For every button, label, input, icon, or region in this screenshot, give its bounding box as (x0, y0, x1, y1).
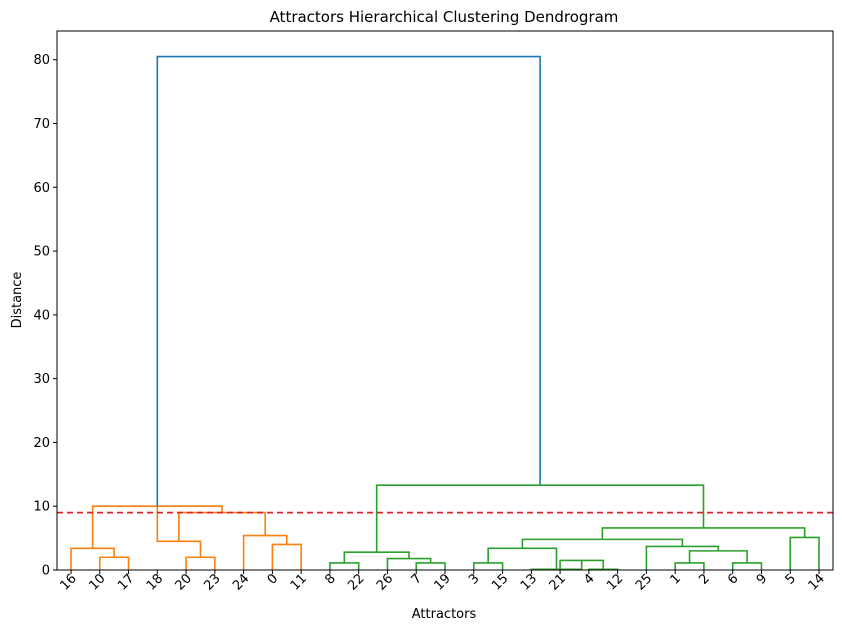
y-tick-label: 60 (33, 181, 50, 196)
y-tick-label: 80 (33, 53, 50, 68)
y-tick-label: 40 (33, 308, 50, 323)
y-tick-label: 50 (33, 245, 50, 260)
dendrogram-link (98, 556, 130, 570)
dendrogram-link (156, 506, 202, 558)
y-tick-label: 30 (33, 372, 50, 387)
dendrogram-link (156, 55, 541, 507)
chart-title: Attractors Hierarchical Clustering Dendr… (270, 8, 619, 26)
y-tick-label: 0 (42, 564, 50, 579)
dendrogram-link (645, 545, 720, 570)
dendrogram-link (185, 556, 216, 570)
dendrogram-link (789, 536, 820, 570)
y-axis-label: Distance (10, 272, 25, 329)
y-tick-label: 20 (33, 436, 50, 451)
dendrogram-link (688, 550, 748, 563)
dendrogram-link (601, 527, 806, 540)
y-tick-label: 10 (33, 500, 50, 515)
dendrogram-link (343, 551, 410, 563)
y-tick-label: 70 (33, 117, 50, 132)
y-axis-ticks: 0 10 20 30 40 50 60 70 80 (33, 53, 57, 579)
x-axis-label: Attractors (412, 607, 477, 622)
